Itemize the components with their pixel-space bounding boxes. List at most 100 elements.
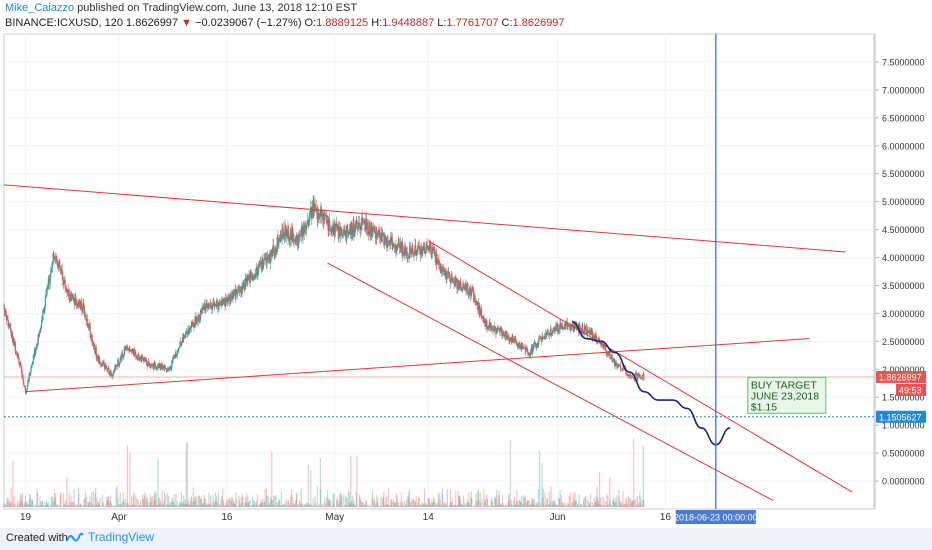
candle-body [107,368,109,370]
volume-bar [634,499,637,507]
volume-bar [368,504,370,507]
volume-bar [561,501,563,507]
volume-bar [20,495,22,507]
candle-body [431,247,434,253]
volume-bar [305,502,308,507]
volume-bar [25,502,27,507]
volume-bar [192,501,194,507]
candle-body [199,310,202,320]
volume-bar [295,499,297,507]
volume-bar [200,498,202,507]
candle-body [190,321,193,328]
candle-body [593,336,595,339]
candle-body [531,346,534,353]
volume-bar [454,505,456,507]
volume-bar [160,505,163,507]
candle-body [300,229,302,237]
tradingview-brand[interactable]: TradingView [66,530,154,544]
candle-body [283,236,285,239]
candle-body [14,342,16,352]
volume-bar [140,499,142,507]
volume-bar [490,498,492,507]
volume-bar [452,505,454,507]
annotation-text-line: JUNE 23,2018 [751,390,819,402]
price-axis[interactable]: 7.50000007.00000006.50000006.00000005.50… [875,57,926,487]
volume-bar [380,497,382,507]
volume-bar [168,496,170,507]
high-label: H: [371,17,383,29]
author-link[interactable]: Mike_Caiazzo [5,2,75,14]
volume-bar [502,503,504,507]
volume-bar [178,503,181,507]
volume-bar [513,499,515,507]
volume-bar [554,503,556,507]
volume-bar [50,504,52,507]
volume-bar [497,505,499,507]
volume-bar [283,504,286,507]
candle-body [373,228,375,232]
volume-bar [55,504,57,507]
volume-bar [638,505,640,507]
volume-bar [592,506,595,507]
volume-bar [218,504,220,507]
candle-body [309,210,311,214]
volume-bar [595,496,597,507]
volume-bar [386,503,389,507]
volume-bar [616,505,619,507]
volume-bar [72,502,75,507]
volume-bar [208,493,210,507]
candle-body [141,355,144,358]
volume-bar [31,500,33,507]
volume-bar [332,503,335,507]
volume-bar [636,504,638,507]
candle-body [157,363,160,365]
volume-bar [198,495,200,507]
candle-body [396,247,398,251]
volume-bar [639,492,641,507]
candle-body [625,368,627,375]
candle-body [343,232,345,233]
volume-bar [117,498,119,507]
candle-body [517,345,519,348]
volume-bar [70,495,72,507]
volume-bar [300,488,302,507]
volume-bar [146,498,148,507]
projection-path[interactable] [571,320,731,446]
volume-bar [319,458,321,507]
candle-body [67,289,69,296]
volume-bar [351,504,353,507]
candle-body [592,335,595,337]
volume-bar [621,502,623,507]
volume-bar [138,506,140,507]
candle-body [306,223,308,225]
volume-bar [50,496,52,507]
candle-body [208,305,211,307]
volume-bar [231,496,233,507]
candle-body [441,270,443,272]
volume-bar [580,504,582,507]
volume-bar [91,506,93,507]
volume-bar [89,496,91,507]
candle-body [122,352,124,355]
volume-bar [579,504,582,507]
candle-body [151,364,154,366]
trendlines[interactable] [3,184,853,502]
y-tick-label: 2.0000000 [882,365,925,375]
time-axis[interactable]: 19 Apr 16 May 14 Jun 16 2018-06-23 00:00:00 [20,510,758,524]
volume-bar [18,502,21,507]
candle-body [340,228,342,231]
volume-bar [428,498,430,507]
candle-body [471,288,473,293]
candle-body [228,298,230,301]
volume-bar [59,493,61,507]
volume-bar [388,488,390,507]
volume-bar [172,502,175,507]
volume-bar [497,495,499,507]
volume-bar [310,504,312,507]
volume-bar [427,504,429,507]
volume-bar [473,505,475,507]
volume-bar [94,492,96,507]
volume-bar [410,505,412,507]
